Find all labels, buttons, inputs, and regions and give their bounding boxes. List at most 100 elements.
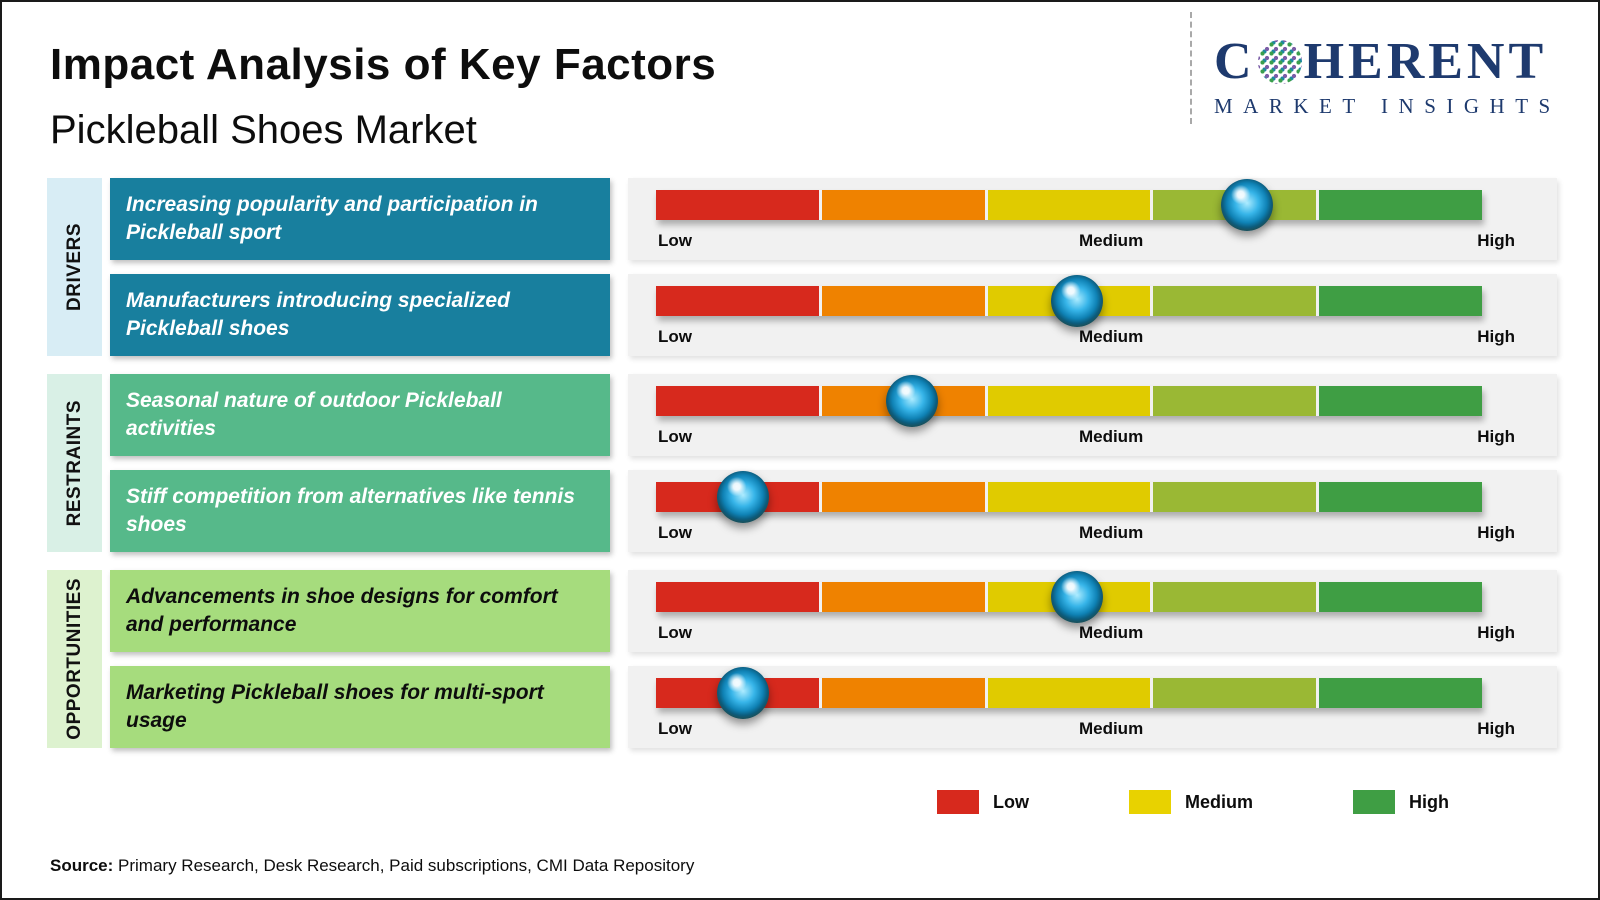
source-text: Primary Research, Desk Research, Paid su… [113,856,695,875]
dotted-globe-icon [1257,40,1302,84]
impact-track: Low Medium High [628,274,1557,356]
scale-label-medium: Medium [1078,231,1144,250]
impact-scale-bar [656,275,1482,327]
impact-matrix: DRIVERS Increasing popularity and partic… [47,178,1557,766]
impact-track: Low Medium High [628,570,1557,652]
segment-high [1319,582,1482,612]
group-drivers-sidebar: DRIVERS [47,178,102,356]
group-opportunities: OPPORTUNITIES Advancements in shoe desig… [47,570,1557,748]
factor-row: Advancements in shoe designs for comfort… [110,570,1557,652]
segment-low [656,286,819,316]
segment-high [1319,190,1482,220]
scale-label-high: High [1477,719,1515,738]
segment-low [656,190,819,220]
legend-item-medium: Medium [1129,790,1253,814]
group-drivers: DRIVERS Increasing popularity and partic… [47,178,1557,356]
factor-row: Increasing popularity and participation … [110,178,1557,260]
source-label: Source: [50,856,114,875]
legend-label-low: Low [993,791,1029,812]
page-subtitle: Pickleball Shoes Market [50,108,477,152]
segment-low [656,582,819,612]
brand-logo-wordmark: C HERENT [1214,36,1564,88]
segment-low-medium [821,582,985,612]
scale-label-high: High [1477,231,1515,250]
factor-text: Marketing Pickleball shoes for multi-spo… [110,666,610,748]
impact-marker [1051,275,1104,327]
legend-swatch-high [1353,790,1396,814]
scale-label-high: High [1477,427,1515,446]
factor-text: Advancements in shoe designs for comfort… [110,570,610,652]
segment-medium-high [1153,386,1317,416]
legend-swatch-low [937,790,979,814]
impact-track: Low Medium High [628,666,1557,748]
factor-text: Stiff competition from alternatives like… [110,470,610,552]
scale-label-medium: Medium [1078,523,1144,542]
legend-label-high: High [1409,791,1450,812]
segment-low-medium [821,286,985,316]
group-opportunities-sidebar: OPPORTUNITIES [47,570,102,748]
impact-track: Low Medium High [628,178,1557,260]
factor-row: Stiff competition from alternatives like… [110,470,1557,552]
factor-text: Seasonal nature of outdoor Pickleball ac… [110,374,610,456]
segment-medium [987,482,1151,512]
source-note: Source: Primary Research, Desk Research,… [50,856,694,876]
segment-medium-high [1153,286,1317,316]
group-restraints-label: RESTRAINTS [63,399,85,527]
impact-scale-bar [656,571,1482,623]
segment-low-medium [821,482,985,512]
legend-item-low: Low [937,790,1029,814]
logo-letters-herent: HERENT [1303,33,1548,90]
logo-letter-c: C [1214,33,1256,90]
brand-logo: C HERENT MARKET INSIGHTS [1214,36,1564,119]
factor-text: Increasing popularity and participation … [110,178,610,260]
segment-high [1319,386,1482,416]
factor-text: Manufacturers introducing specialized Pi… [110,274,610,356]
impact-marker [1220,179,1273,231]
scale-label-low: Low [658,327,692,346]
impact-scale-bar [656,375,1482,427]
scale-label-medium: Medium [1078,719,1144,738]
impact-track: Low Medium High [628,470,1557,552]
segment-low-medium [821,678,985,708]
group-opportunities-label: OPPORTUNITIES [63,578,85,740]
dashed-divider [1190,12,1192,124]
factor-row: Marketing Pickleball shoes for multi-spo… [110,666,1557,748]
impact-scale-bar [656,179,1482,231]
segment-high [1319,678,1482,708]
brand-logo-tagline: MARKET INSIGHTS [1214,94,1561,118]
group-restraints-sidebar: RESTRAINTS [47,374,102,552]
legend-swatch-medium [1129,790,1171,814]
segment-medium-high [1153,482,1317,512]
impact-marker [716,471,769,523]
group-restraints: RESTRAINTS Seasonal nature of outdoor Pi… [47,374,1557,552]
scale-label-high: High [1477,623,1515,642]
segment-medium-high [1153,582,1317,612]
scale-label-medium: Medium [1078,427,1144,446]
scale-label-low: Low [658,623,692,642]
impact-marker [886,375,939,427]
scale-label-high: High [1477,523,1515,542]
segment-medium-high [1153,678,1317,708]
segment-high [1319,482,1482,512]
scale-label-low: Low [658,523,692,542]
group-drivers-label: DRIVERS [63,223,85,311]
page-title: Impact Analysis of Key Factors [50,40,717,89]
impact-scale-bar [656,667,1482,719]
scale-label-low: Low [658,427,692,446]
factor-row: Manufacturers introducing specialized Pi… [110,274,1557,356]
scale-label-medium: Medium [1078,623,1144,642]
segment-medium [987,190,1151,220]
factor-row: Seasonal nature of outdoor Pickleball ac… [110,374,1557,456]
impact-marker [1051,571,1104,623]
segment-high [1319,286,1482,316]
scale-label-medium: Medium [1078,327,1144,346]
impact-marker [716,667,769,719]
legend-item-high: High [1353,790,1449,814]
legend-label-medium: Medium [1185,791,1254,812]
segment-low [656,386,819,416]
segment-medium [987,386,1151,416]
scale-label-low: Low [658,231,692,250]
impact-track: Low Medium High [628,374,1557,456]
segment-medium [987,678,1151,708]
